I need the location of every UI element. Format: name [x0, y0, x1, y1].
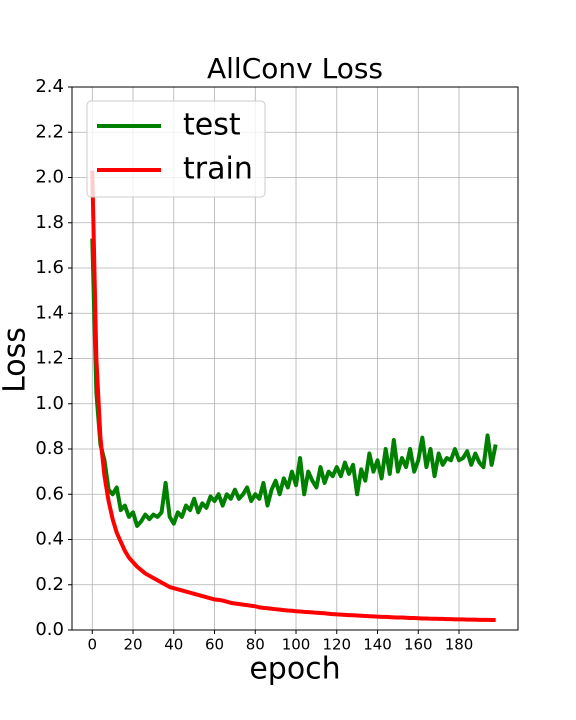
x-tick-label: 180 — [445, 636, 474, 654]
y-tick-label: 2.2 — [35, 121, 64, 142]
y-tick-label: 0.6 — [35, 483, 64, 504]
x-tick-label: 140 — [363, 636, 392, 654]
x-tick-label: 20 — [123, 636, 142, 654]
plot-frame — [71, 86, 519, 631]
x-tick-label: 80 — [246, 636, 265, 654]
y-tick-label: 1.4 — [35, 302, 64, 323]
y-axis-label: Loss — [0, 327, 33, 393]
x-tick-label: 100 — [282, 636, 311, 654]
y-tick-label: 1.0 — [35, 393, 64, 414]
y-tick-label: 1.2 — [35, 348, 64, 369]
y-tick-label: 1.6 — [35, 257, 64, 278]
x-tick-label: 0 — [87, 636, 97, 654]
x-tick-label: 60 — [205, 636, 224, 654]
y-tick-label: 0.0 — [35, 619, 64, 640]
series-line — [90, 238, 498, 528]
y-tick-label: 1.8 — [35, 212, 64, 233]
x-axis-label: epoch — [249, 652, 340, 687]
y-tick-label: 0.2 — [35, 574, 64, 595]
y-tick-label: 2.4 — [35, 76, 64, 97]
y-tick-label: 2.0 — [35, 167, 64, 188]
x-tick-label: 120 — [322, 636, 351, 654]
x-tick-label: 40 — [164, 636, 183, 654]
y-tick-label: 0.4 — [35, 529, 64, 550]
chart-title: AllConv Loss — [207, 52, 383, 85]
legend-label: train — [183, 152, 253, 187]
x-tick-label: 160 — [404, 636, 433, 654]
legend-label: test — [183, 108, 241, 143]
series-line — [90, 170, 496, 623]
y-tick-label: 0.8 — [35, 438, 64, 459]
